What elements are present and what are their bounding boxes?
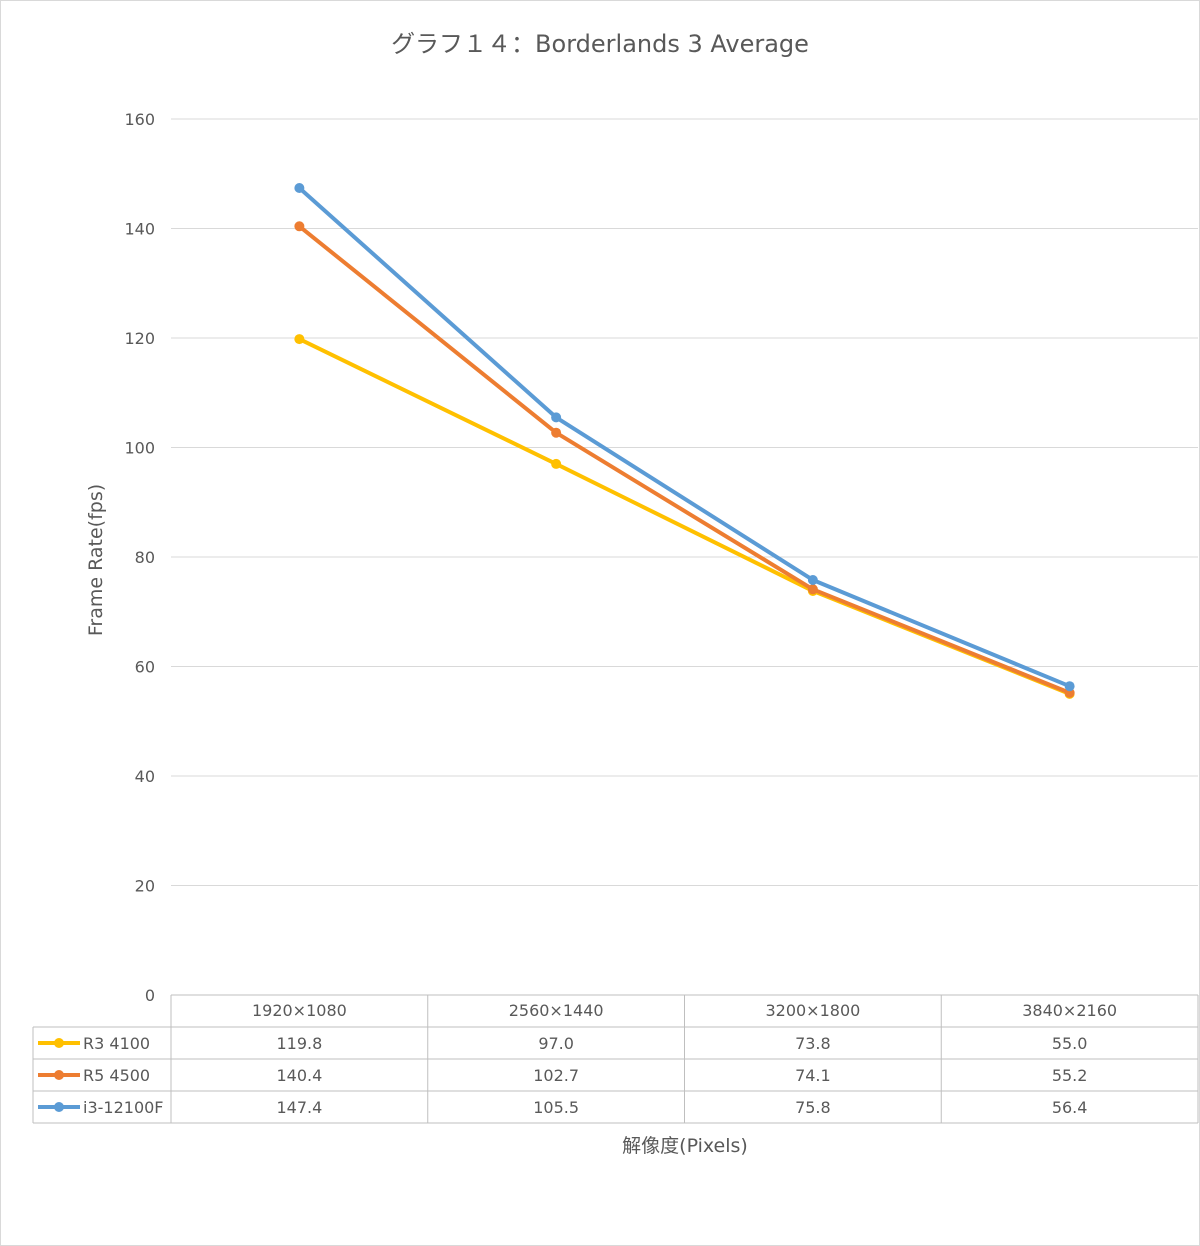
data-point [294, 182, 305, 193]
y-tick-label: 80 [135, 548, 155, 567]
table-value: 97.0 [538, 1034, 574, 1053]
table-value: 140.4 [276, 1066, 322, 1085]
table-value: 55.2 [1052, 1066, 1088, 1085]
series-line [297, 224, 1072, 695]
table-value: 75.8 [795, 1098, 831, 1117]
chart-title: グラフ１４：Borderlands 3 Average [391, 30, 809, 58]
y-tick-label: 100 [124, 439, 155, 458]
x-axis-label: 解像度(Pixels) [622, 1135, 748, 1157]
table-value: 119.8 [276, 1034, 322, 1053]
legend-key-marker [54, 1102, 64, 1112]
y-tick-label: 120 [124, 329, 155, 348]
data-point [551, 427, 562, 438]
data-point [551, 458, 562, 469]
y-tick-label: 60 [135, 658, 155, 677]
x-tick-label: 2560×1440 [509, 1001, 604, 1020]
table-value: 102.7 [533, 1066, 579, 1085]
y-tick-label: 0 [145, 986, 155, 1005]
legend-label: i3-12100F [83, 1098, 164, 1117]
data-point [551, 412, 562, 423]
data-point [1064, 681, 1075, 692]
table-value: 105.5 [533, 1098, 579, 1117]
y-tick-label: 160 [124, 110, 155, 129]
legend-label: R3 4100 [83, 1034, 150, 1053]
y-tick-label: 40 [135, 767, 155, 786]
data-point [294, 221, 305, 232]
table-value: 74.1 [795, 1066, 831, 1085]
table-value: 56.4 [1052, 1098, 1088, 1117]
y-tick-label: 20 [135, 877, 155, 896]
series-line [297, 337, 1072, 696]
legend-label: R5 4500 [83, 1066, 150, 1085]
data-point [807, 584, 818, 595]
table-value: 73.8 [795, 1034, 831, 1053]
series-line [297, 185, 1072, 689]
data-point [294, 334, 305, 345]
x-tick-label: 1920×1080 [252, 1001, 347, 1020]
x-tick-label: 3200×1800 [765, 1001, 860, 1020]
table-value: 147.4 [276, 1098, 322, 1117]
legend-key-marker [54, 1038, 64, 1048]
y-tick-label: 140 [124, 220, 155, 239]
data-point [807, 574, 818, 585]
table-value: 55.0 [1052, 1034, 1088, 1053]
legend-key-marker [54, 1070, 64, 1080]
x-tick-label: 3840×2160 [1022, 1001, 1117, 1020]
